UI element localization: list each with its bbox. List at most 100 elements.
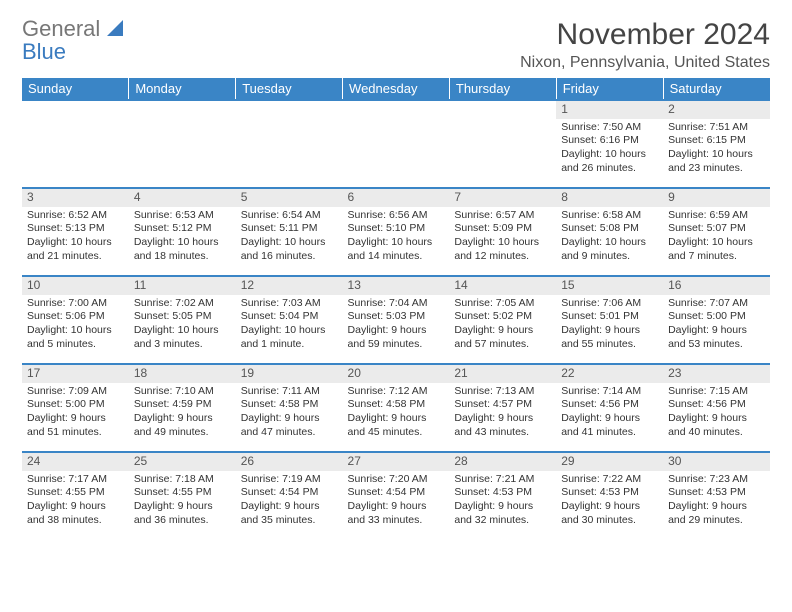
daylight-line: Daylight: 9 hours and 36 minutes. xyxy=(134,500,231,527)
daylight-line: Daylight: 9 hours and 40 minutes. xyxy=(668,412,765,439)
day-number: 29 xyxy=(556,453,663,471)
sunrise-line: Sunrise: 7:14 AM xyxy=(561,385,658,399)
calendar-day-cell xyxy=(343,100,450,188)
calendar-day-cell: 25Sunrise: 7:18 AMSunset: 4:55 PMDayligh… xyxy=(129,452,236,540)
calendar-day-cell: 10Sunrise: 7:00 AMSunset: 5:06 PMDayligh… xyxy=(22,276,129,364)
calendar-day-cell: 11Sunrise: 7:02 AMSunset: 5:05 PMDayligh… xyxy=(129,276,236,364)
sunrise-line: Sunrise: 6:52 AM xyxy=(27,209,124,223)
calendar-day-cell xyxy=(236,100,343,188)
sunrise-line: Sunrise: 7:15 AM xyxy=(668,385,765,399)
calendar-day-cell: 8Sunrise: 6:58 AMSunset: 5:08 PMDaylight… xyxy=(556,188,663,276)
daylight-line: Daylight: 9 hours and 47 minutes. xyxy=(241,412,338,439)
daylight-line: Daylight: 9 hours and 41 minutes. xyxy=(561,412,658,439)
title-block: November 2024 Nixon, Pennsylvania, Unite… xyxy=(520,18,770,72)
day-number: 20 xyxy=(343,365,450,383)
sunrise-line: Sunrise: 7:50 AM xyxy=(561,121,658,135)
sunset-line: Sunset: 6:16 PM xyxy=(561,134,658,148)
calendar-day-cell: 7Sunrise: 6:57 AMSunset: 5:09 PMDaylight… xyxy=(449,188,556,276)
calendar-day-cell: 17Sunrise: 7:09 AMSunset: 5:00 PMDayligh… xyxy=(22,364,129,452)
day-number: 5 xyxy=(236,189,343,207)
day-number: 7 xyxy=(449,189,556,207)
day-number: 23 xyxy=(663,365,770,383)
month-title: November 2024 xyxy=(520,18,770,52)
calendar-day-cell: 26Sunrise: 7:19 AMSunset: 4:54 PMDayligh… xyxy=(236,452,343,540)
sunset-line: Sunset: 4:54 PM xyxy=(348,486,445,500)
calendar-day-cell: 21Sunrise: 7:13 AMSunset: 4:57 PMDayligh… xyxy=(449,364,556,452)
daylight-line: Daylight: 9 hours and 33 minutes. xyxy=(348,500,445,527)
calendar-day-cell: 12Sunrise: 7:03 AMSunset: 5:04 PMDayligh… xyxy=(236,276,343,364)
daylight-line: Daylight: 9 hours and 32 minutes. xyxy=(454,500,551,527)
day-number: 8 xyxy=(556,189,663,207)
day-header: Friday xyxy=(556,78,663,100)
day-number: 19 xyxy=(236,365,343,383)
sunrise-line: Sunrise: 6:54 AM xyxy=(241,209,338,223)
sunset-line: Sunset: 5:08 PM xyxy=(561,222,658,236)
day-header: Tuesday xyxy=(236,78,343,100)
sunrise-line: Sunrise: 6:58 AM xyxy=(561,209,658,223)
sunset-line: Sunset: 5:04 PM xyxy=(241,310,338,324)
sunset-line: Sunset: 5:00 PM xyxy=(27,398,124,412)
day-number: 27 xyxy=(343,453,450,471)
sunset-line: Sunset: 5:07 PM xyxy=(668,222,765,236)
calendar-day-cell: 4Sunrise: 6:53 AMSunset: 5:12 PMDaylight… xyxy=(129,188,236,276)
daylight-line: Daylight: 9 hours and 55 minutes. xyxy=(561,324,658,351)
header: General Blue November 2024 Nixon, Pennsy… xyxy=(22,18,770,72)
sunrise-line: Sunrise: 7:00 AM xyxy=(27,297,124,311)
sunset-line: Sunset: 4:53 PM xyxy=(668,486,765,500)
calendar-day-cell: 6Sunrise: 6:56 AMSunset: 5:10 PMDaylight… xyxy=(343,188,450,276)
calendar-day-cell: 14Sunrise: 7:05 AMSunset: 5:02 PMDayligh… xyxy=(449,276,556,364)
calendar-week-row: 17Sunrise: 7:09 AMSunset: 5:00 PMDayligh… xyxy=(22,364,770,452)
calendar-day-cell: 1Sunrise: 7:50 AMSunset: 6:16 PMDaylight… xyxy=(556,100,663,188)
sunrise-line: Sunrise: 7:20 AM xyxy=(348,473,445,487)
sunset-line: Sunset: 4:53 PM xyxy=(454,486,551,500)
day-number: 25 xyxy=(129,453,236,471)
sunrise-line: Sunrise: 7:10 AM xyxy=(134,385,231,399)
daylight-line: Daylight: 9 hours and 45 minutes. xyxy=(348,412,445,439)
daylight-line: Daylight: 10 hours and 5 minutes. xyxy=(27,324,124,351)
sunset-line: Sunset: 4:58 PM xyxy=(348,398,445,412)
calendar-day-cell: 9Sunrise: 6:59 AMSunset: 5:07 PMDaylight… xyxy=(663,188,770,276)
brand-part2: Blue xyxy=(22,39,66,64)
sunrise-line: Sunrise: 7:18 AM xyxy=(134,473,231,487)
sunset-line: Sunset: 5:12 PM xyxy=(134,222,231,236)
calendar-day-cell: 13Sunrise: 7:04 AMSunset: 5:03 PMDayligh… xyxy=(343,276,450,364)
sail-icon xyxy=(107,20,127,41)
day-number: 21 xyxy=(449,365,556,383)
calendar-day-cell: 16Sunrise: 7:07 AMSunset: 5:00 PMDayligh… xyxy=(663,276,770,364)
calendar-day-cell: 19Sunrise: 7:11 AMSunset: 4:58 PMDayligh… xyxy=(236,364,343,452)
calendar-day-cell: 20Sunrise: 7:12 AMSunset: 4:58 PMDayligh… xyxy=(343,364,450,452)
sunset-line: Sunset: 4:59 PM xyxy=(134,398,231,412)
calendar-day-cell: 24Sunrise: 7:17 AMSunset: 4:55 PMDayligh… xyxy=(22,452,129,540)
day-number: 26 xyxy=(236,453,343,471)
calendar-day-cell: 23Sunrise: 7:15 AMSunset: 4:56 PMDayligh… xyxy=(663,364,770,452)
day-number: 12 xyxy=(236,277,343,295)
sunrise-line: Sunrise: 7:07 AM xyxy=(668,297,765,311)
day-header: Sunday xyxy=(22,78,129,100)
sunset-line: Sunset: 6:15 PM xyxy=(668,134,765,148)
sunset-line: Sunset: 4:56 PM xyxy=(561,398,658,412)
calendar-week-row: 1Sunrise: 7:50 AMSunset: 6:16 PMDaylight… xyxy=(22,100,770,188)
day-number: 2 xyxy=(663,101,770,119)
daylight-line: Daylight: 9 hours and 59 minutes. xyxy=(348,324,445,351)
sunset-line: Sunset: 5:13 PM xyxy=(27,222,124,236)
calendar-week-row: 10Sunrise: 7:00 AMSunset: 5:06 PMDayligh… xyxy=(22,276,770,364)
brand-logo: General Blue xyxy=(22,18,127,64)
sunset-line: Sunset: 4:53 PM xyxy=(561,486,658,500)
calendar-week-row: 24Sunrise: 7:17 AMSunset: 4:55 PMDayligh… xyxy=(22,452,770,540)
sunrise-line: Sunrise: 6:57 AM xyxy=(454,209,551,223)
day-header: Thursday xyxy=(449,78,556,100)
sunset-line: Sunset: 5:05 PM xyxy=(134,310,231,324)
sunrise-line: Sunrise: 7:17 AM xyxy=(27,473,124,487)
daylight-line: Daylight: 10 hours and 26 minutes. xyxy=(561,148,658,175)
daylight-line: Daylight: 9 hours and 29 minutes. xyxy=(668,500,765,527)
sunset-line: Sunset: 5:11 PM xyxy=(241,222,338,236)
sunset-line: Sunset: 5:00 PM xyxy=(668,310,765,324)
sunrise-line: Sunrise: 7:05 AM xyxy=(454,297,551,311)
calendar-day-cell: 22Sunrise: 7:14 AMSunset: 4:56 PMDayligh… xyxy=(556,364,663,452)
day-header: Saturday xyxy=(663,78,770,100)
daylight-line: Daylight: 10 hours and 12 minutes. xyxy=(454,236,551,263)
day-number: 28 xyxy=(449,453,556,471)
sunrise-line: Sunrise: 7:19 AM xyxy=(241,473,338,487)
sunrise-line: Sunrise: 6:53 AM xyxy=(134,209,231,223)
day-number: 30 xyxy=(663,453,770,471)
